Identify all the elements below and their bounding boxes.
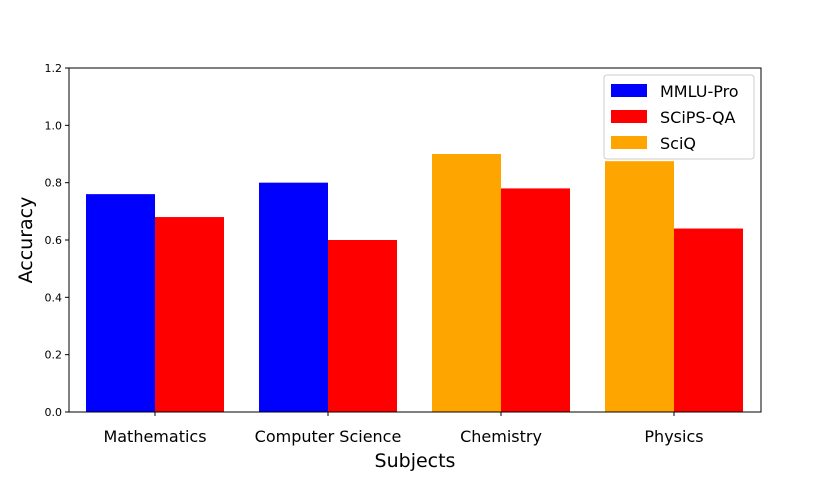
bar-mathematics-mmlu-pro (86, 194, 155, 412)
x-tick-label: Mathematics (103, 427, 206, 446)
y-tick-label: 0.4 (45, 291, 63, 304)
x-axis-title: Subjects (375, 450, 456, 472)
x-tick-label: Physics (644, 427, 703, 446)
legend-label: MMLU-Pro (660, 82, 739, 101)
y-tick-label: 1.0 (45, 119, 63, 132)
bar-computer-science-scips-qa (328, 240, 397, 412)
legend-swatch (611, 110, 647, 123)
x-axis: Mathematics Computer Science Chemistry Phys… (103, 412, 704, 446)
legend-swatch (611, 136, 647, 149)
bar-chemistry-sciq (432, 154, 501, 412)
y-tick-label: 1.2 (45, 62, 63, 75)
bar-physics-sciq (605, 161, 674, 412)
legend: MMLU-Pro SCiPS-QA SciQ (603, 74, 755, 160)
y-tick-label: 0.2 (45, 349, 63, 362)
bar-computer-science-mmlu-pro (259, 182, 328, 412)
legend-label: SCiPS-QA (660, 108, 736, 127)
y-tick-label: 0.8 (45, 177, 63, 190)
y-tick-label: 0.6 (45, 234, 63, 247)
bar-physics-scips-qa (674, 228, 743, 412)
legend-swatch (611, 84, 647, 97)
x-tick-label: Chemistry (460, 427, 542, 446)
bar-chemistry-scips-qa (501, 188, 570, 412)
y-axis-title: Accuracy (15, 197, 37, 284)
y-axis: 0.0 0.2 0.4 0.6 0.8 1.0 1.2 (45, 62, 69, 419)
bars-layer (86, 154, 743, 412)
x-tick-label: Computer Science (255, 427, 402, 446)
y-tick-label: 0.0 (45, 406, 63, 419)
legend-label: SciQ (660, 134, 696, 153)
bar-mathematics-scips-qa (155, 217, 224, 412)
